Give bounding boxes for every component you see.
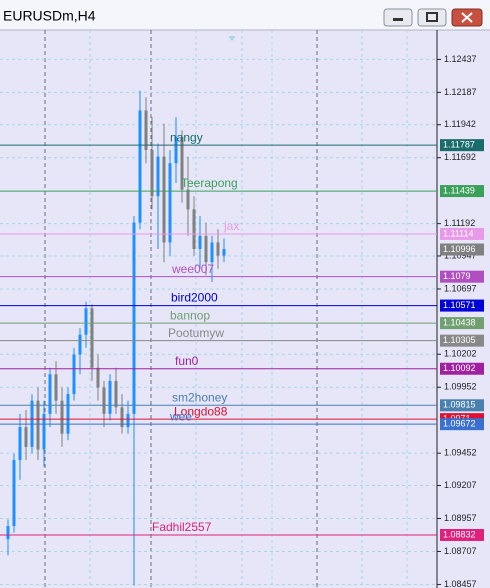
- level-price-label: 1.11439: [443, 185, 475, 195]
- level-price-box: [440, 185, 484, 198]
- y-tick-label: 1.12437: [444, 54, 477, 64]
- current-price-label: 1.10996: [443, 244, 476, 254]
- candle-body: [222, 248, 226, 256]
- candle-body: [42, 413, 46, 450]
- candle-body: [12, 460, 16, 526]
- candle-body: [156, 156, 160, 197]
- level-price-box: [440, 334, 484, 347]
- candle-body: [96, 367, 100, 388]
- candle-body: [84, 308, 88, 335]
- candle-body: [54, 374, 58, 401]
- chart-title: EURUSDm,H4: [3, 8, 96, 24]
- shift-marker: [228, 36, 236, 41]
- level-price-label: 1.11114: [443, 228, 474, 238]
- level-label: nangy: [170, 130, 203, 144]
- window-buttons[interactable]: [383, 8, 483, 27]
- level-price-box: [440, 227, 484, 240]
- level-label: bannop: [170, 308, 210, 322]
- candle-body: [210, 242, 214, 263]
- current-price-box: [440, 243, 484, 256]
- candle-body: [102, 387, 106, 414]
- level-price-box: [440, 317, 484, 330]
- candle-body: [168, 163, 172, 243]
- level-label: sm2honey: [172, 390, 227, 404]
- candle-body: [174, 136, 178, 164]
- level-price-label: 1.1079: [443, 271, 471, 281]
- candle-body: [198, 235, 202, 249]
- candle-body: [126, 413, 130, 428]
- candle-body: [186, 189, 190, 210]
- candle-body: [36, 400, 40, 450]
- y-tick-label: 1.08457: [444, 579, 477, 588]
- level-price-label: 1.08832: [443, 529, 476, 539]
- level-price-box: [440, 418, 484, 431]
- candle-body: [144, 110, 148, 151]
- level-label: Longdo88: [174, 404, 228, 418]
- candle-body: [180, 136, 184, 190]
- level-price-label: 1.10092: [443, 363, 476, 373]
- candle-body: [108, 380, 112, 414]
- candle-body: [90, 308, 94, 368]
- y-tick-label: 1.12187: [444, 87, 477, 97]
- level-price-label: 1.10571: [443, 300, 476, 310]
- y-tick-label: 1.08957: [444, 513, 477, 523]
- minimize-button[interactable]: [383, 8, 413, 27]
- level-price-box: [440, 270, 484, 283]
- candle-body: [204, 235, 208, 263]
- candle-body: [60, 400, 64, 434]
- level-price-box: [440, 299, 484, 312]
- candle-body: [192, 209, 196, 249]
- level-price-label: 1.09815: [443, 400, 476, 410]
- y-tick-label: 1.09952: [444, 382, 477, 392]
- candle-body: [162, 156, 166, 243]
- candle-body: [24, 427, 28, 447]
- candle-body: [48, 374, 52, 414]
- level-label: Teerapong: [181, 176, 238, 190]
- level-label: bird2000: [171, 291, 218, 305]
- level-label: jax: [223, 219, 239, 233]
- maximize-button[interactable]: [417, 8, 447, 27]
- level-price-box: [440, 528, 484, 541]
- close-icon: [461, 12, 473, 23]
- level-price-box: [440, 399, 484, 412]
- level-label: Fadhil2557: [152, 520, 212, 534]
- level-price-box: [440, 362, 484, 375]
- vertical-grid: [89, 30, 408, 588]
- y-tick-label: 1.11192: [444, 218, 475, 228]
- level-price-box: [440, 139, 484, 152]
- level-price-label: 1.11787: [443, 140, 475, 150]
- candle-body: [6, 526, 10, 540]
- level-price-label: 1.09672: [443, 419, 476, 429]
- candle-body: [78, 334, 82, 355]
- level-price-label: 1.10305: [443, 335, 476, 345]
- level-label: fun0: [175, 354, 199, 368]
- candle-body: [120, 407, 124, 428]
- y-tick-label: 1.09207: [444, 480, 477, 490]
- candle-body: [150, 150, 154, 197]
- candle-body: [72, 354, 76, 395]
- candle-body: [132, 222, 136, 414]
- candle-body: [216, 242, 220, 256]
- maximize-icon: [426, 12, 438, 22]
- candle-body: [114, 380, 118, 408]
- level-label: wee007: [171, 262, 214, 276]
- period-separators: [44, 30, 318, 588]
- minimize-icon: [393, 18, 403, 21]
- y-tick-label: 1.08707: [444, 546, 477, 556]
- y-tick-label: 1.09452: [444, 448, 477, 458]
- candle-body: [66, 394, 70, 434]
- y-tick-label: 1.11942: [444, 119, 476, 129]
- y-tick-label: 1.11692: [444, 152, 476, 162]
- y-tick-label: 1.10697: [444, 283, 477, 293]
- level-price-label: 1.10438: [443, 317, 476, 327]
- candle-body: [138, 110, 142, 223]
- level-label: Pootumyw: [168, 326, 224, 340]
- y-tick-label: 1.10202: [444, 349, 477, 359]
- candle-body: [18, 427, 22, 461]
- level-label: wee: [169, 409, 192, 423]
